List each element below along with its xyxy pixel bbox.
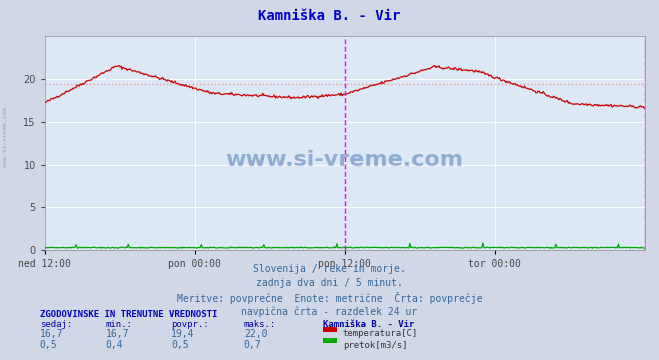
Text: Kamniška B. - Vir: Kamniška B. - Vir — [258, 9, 401, 23]
Text: pretok[m3/s]: pretok[m3/s] — [343, 341, 407, 350]
Text: sedaj:: sedaj: — [40, 320, 72, 329]
Text: 0,5: 0,5 — [40, 340, 57, 350]
Text: navpična črta - razdelek 24 ur: navpična črta - razdelek 24 ur — [241, 307, 418, 317]
Text: Meritve: povprečne  Enote: metrične  Črta: povprečje: Meritve: povprečne Enote: metrične Črta:… — [177, 292, 482, 304]
Text: maks.:: maks.: — [244, 320, 276, 329]
Text: temperatura[C]: temperatura[C] — [343, 329, 418, 338]
Text: povpr.:: povpr.: — [171, 320, 209, 329]
Text: zadnja dva dni / 5 minut.: zadnja dva dni / 5 minut. — [256, 278, 403, 288]
Text: Slovenija / reke in morje.: Slovenija / reke in morje. — [253, 264, 406, 274]
Text: 0,4: 0,4 — [105, 340, 123, 350]
Text: 22,0: 22,0 — [244, 329, 268, 339]
Text: Kamniška B. - Vir: Kamniška B. - Vir — [323, 320, 415, 329]
Text: 16,7: 16,7 — [40, 329, 63, 339]
Text: www.si-vreme.com: www.si-vreme.com — [3, 107, 9, 167]
Text: ZGODOVINSKE IN TRENUTNE VREDNOSTI: ZGODOVINSKE IN TRENUTNE VREDNOSTI — [40, 310, 217, 319]
Text: www.si-vreme.com: www.si-vreme.com — [225, 150, 464, 170]
Text: min.:: min.: — [105, 320, 132, 329]
Text: 0,5: 0,5 — [171, 340, 189, 350]
Text: 16,7: 16,7 — [105, 329, 129, 339]
Text: 19,4: 19,4 — [171, 329, 195, 339]
Text: 0,7: 0,7 — [244, 340, 262, 350]
